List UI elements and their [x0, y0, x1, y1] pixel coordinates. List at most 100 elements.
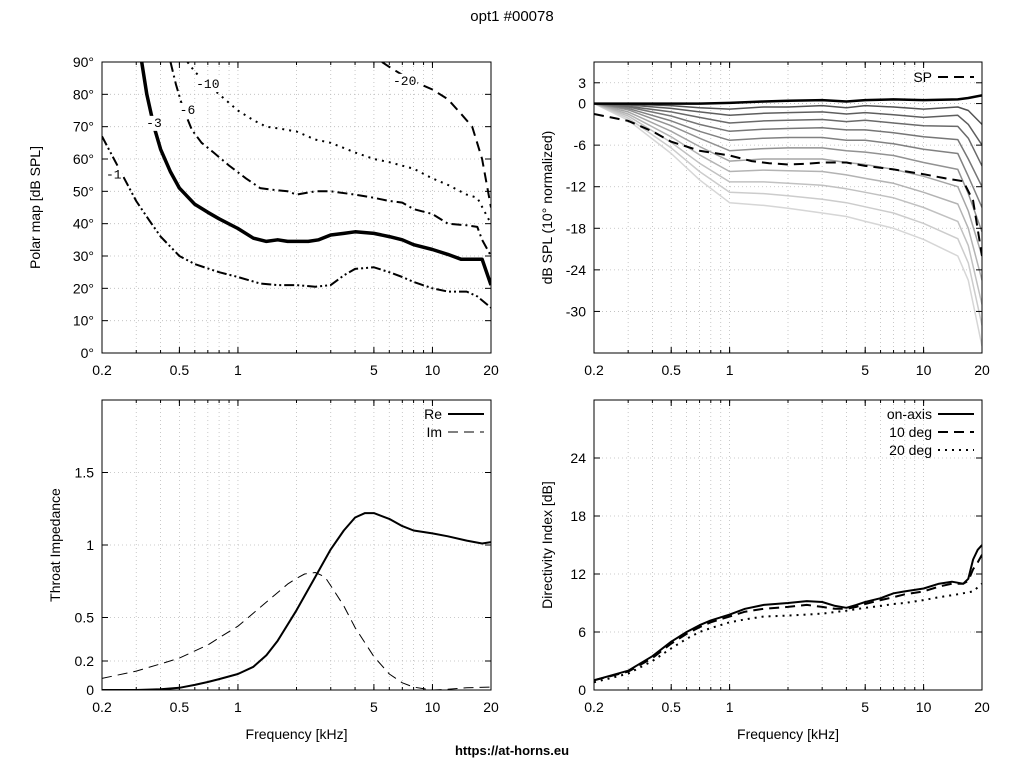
spl-ytick-label: -24	[566, 262, 586, 278]
di-series-line	[594, 544, 982, 682]
spl-angle-curve	[594, 102, 982, 281]
di-xtick-label: 1	[726, 699, 734, 715]
polar-xtick-label: 0.2	[92, 362, 112, 378]
polar-xtick-label: 5	[370, 362, 378, 378]
spl-ytick-label: 3	[578, 75, 586, 91]
polar-contour-label: -20	[393, 74, 416, 89]
impedance-ytick-label: 0.5	[75, 610, 95, 626]
di-xtick-label: 0.5	[661, 699, 681, 715]
di-legend-label: 10 deg	[889, 424, 932, 440]
spl-angle-curve	[594, 102, 982, 305]
polar-xtick-label: 10	[425, 362, 441, 378]
spl-ytick-label: -6	[574, 137, 587, 153]
spl-ytick-label: -30	[566, 303, 586, 319]
polar-xtick-label: 1	[234, 362, 242, 378]
polar-series-line	[139, 62, 491, 286]
polar-contour-label: -1	[106, 168, 122, 183]
polar-xtick-label: 20	[483, 362, 499, 378]
polar-frame	[101, 61, 492, 354]
di-ylabel: Directivity Index [dB]	[539, 481, 555, 609]
polar-ytick-label: 30°	[73, 248, 94, 264]
impedance-ytick-label: 1	[86, 537, 94, 553]
di-xtick-label: 10	[916, 699, 932, 715]
polar-contour-label-bg	[195, 77, 221, 93]
polar-contour-label-bg	[178, 102, 197, 118]
spl-angle-curve	[594, 102, 982, 233]
spl-xtick-label: 20	[974, 362, 990, 378]
impedance-ylabel: Throat Impedance	[47, 488, 63, 602]
polar-series-line	[381, 62, 491, 208]
spl-angle-curve	[594, 102, 982, 208]
polar-series-line	[102, 135, 491, 309]
di-ytick-label: 12	[570, 566, 586, 582]
spl-angle-curve	[594, 102, 982, 188]
polar-ytick-label: 20°	[73, 280, 94, 296]
di-xtick-label: 5	[861, 699, 869, 715]
polar-ytick-label: 40°	[73, 216, 94, 232]
spl-ylabel: dB SPL (10° normalized)	[539, 131, 555, 285]
di-ytick-label: 6	[578, 624, 586, 640]
spl-series-line	[594, 113, 982, 257]
spl-xtick-label: 10	[916, 362, 932, 378]
spl-angle-curve	[594, 102, 982, 326]
di-ytick-label: 0	[578, 682, 586, 698]
polar-contour-label-bg	[391, 73, 418, 89]
di-series-line	[594, 554, 982, 682]
polar-contour-label-bg	[105, 167, 123, 183]
di-ytick-label: 18	[570, 508, 586, 524]
spl-ytick-label: -12	[566, 179, 586, 195]
di-legend-label: 20 deg	[889, 442, 932, 458]
spl-xtick-label: 0.5	[661, 362, 681, 378]
polar-contour-label: -3	[146, 116, 162, 131]
polar-series-line	[169, 62, 491, 257]
spl-angle-curve	[594, 94, 982, 105]
spl-ytick-label: -18	[566, 220, 586, 236]
polar-ytick-label: 60°	[73, 151, 94, 167]
polar-ylabel: Polar map [dB SPL]	[27, 146, 43, 269]
polar-ytick-label: 0°	[81, 345, 94, 361]
di-ytick-label: 24	[570, 450, 586, 466]
impedance-legend-label: Im	[426, 424, 442, 440]
polar-contour-label: -10	[196, 77, 219, 92]
impedance-series-line	[102, 572, 491, 690]
polar-contour-label: -6	[180, 103, 196, 118]
polar-ytick-label: 70°	[73, 119, 94, 135]
impedance-legend-label: Re	[424, 406, 442, 422]
polar-ytick-label: 10°	[73, 313, 94, 329]
spl-angle-curve	[594, 102, 982, 347]
impedance-xlabel: Frequency [kHz]	[246, 726, 348, 742]
polar-contour-label-bg	[145, 115, 163, 131]
spl-ytick-label: 0	[578, 96, 586, 112]
impedance-xtick-label: 5	[370, 699, 378, 715]
figure-title: opt1 #00078	[470, 8, 554, 25]
polar-xtick-label: 0.5	[170, 362, 190, 378]
impedance-xtick-label: 20	[483, 699, 499, 715]
di-series-line	[594, 582, 982, 684]
impedance-ytick-label: 0.2	[75, 653, 95, 669]
spl-angle-curve	[594, 102, 982, 167]
impedance-xtick-label: 0.2	[92, 699, 112, 715]
spl-xtick-label: 5	[861, 362, 869, 378]
impedance-xtick-label: 0.5	[170, 699, 190, 715]
di-xtick-label: 0.2	[584, 699, 604, 715]
spl-angle-curve	[594, 102, 982, 146]
impedance-xtick-label: 1	[234, 699, 242, 715]
footer-url: https://at-horns.eu	[454, 743, 570, 758]
spl-angle-curve	[594, 102, 982, 125]
spl-xtick-label: 1	[726, 362, 734, 378]
impedance-ytick-label: 1.5	[75, 465, 95, 481]
polar-series-line	[186, 62, 491, 225]
spl-legend-label: SP	[913, 69, 932, 85]
polar-ytick-label: 50°	[73, 183, 94, 199]
spl-angle-curve	[594, 102, 982, 257]
impedance-xtick-label: 10	[425, 699, 441, 715]
impedance-ytick-label: 0	[86, 682, 94, 698]
polar-ytick-label: 80°	[73, 86, 94, 102]
di-xlabel: Frequency [kHz]	[737, 726, 839, 742]
spl-xtick-label: 0.2	[584, 362, 604, 378]
di-xtick-label: 20	[974, 699, 990, 715]
impedance-series-line	[102, 512, 491, 690]
polar-ytick-label: 90°	[73, 54, 94, 70]
